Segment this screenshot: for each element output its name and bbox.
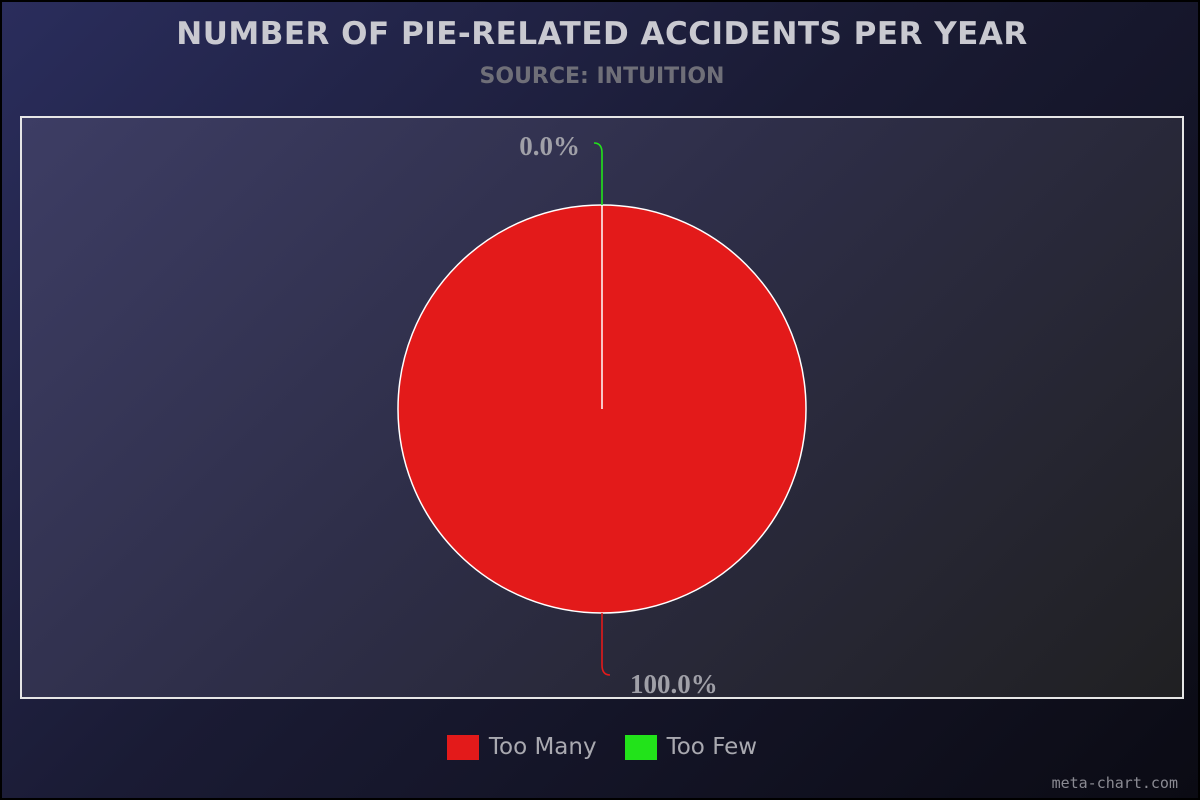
legend-label-too-many: Too Many [488,734,597,760]
pie-chart: 100.0% 0.0% [397,131,807,697]
leader-line-too-many [601,613,611,676]
legend-item-too-few[interactable]: Too Few [624,734,758,760]
data-label-too-few: 0.0% [519,131,580,161]
chart-subtitle: SOURCE: INTUITION [479,64,725,89]
legend-swatch-too-few [624,734,657,760]
chart-title: NUMBER OF PIE-RELATED ACCIDENTS PER YEAR [176,16,1028,52]
legend-item-too-many[interactable]: Too Many [446,734,597,760]
data-label-too-many: 100.0% [630,669,718,697]
legend-label-too-few: Too Few [666,734,758,760]
watermark[interactable]: meta-chart.com [1051,774,1178,792]
plot-area: 100.0% 0.0% [20,116,1184,699]
leader-line-too-few [593,142,603,205]
legend-swatch-too-many [446,734,479,760]
legend: Too Many Too Few [2,734,1198,760]
